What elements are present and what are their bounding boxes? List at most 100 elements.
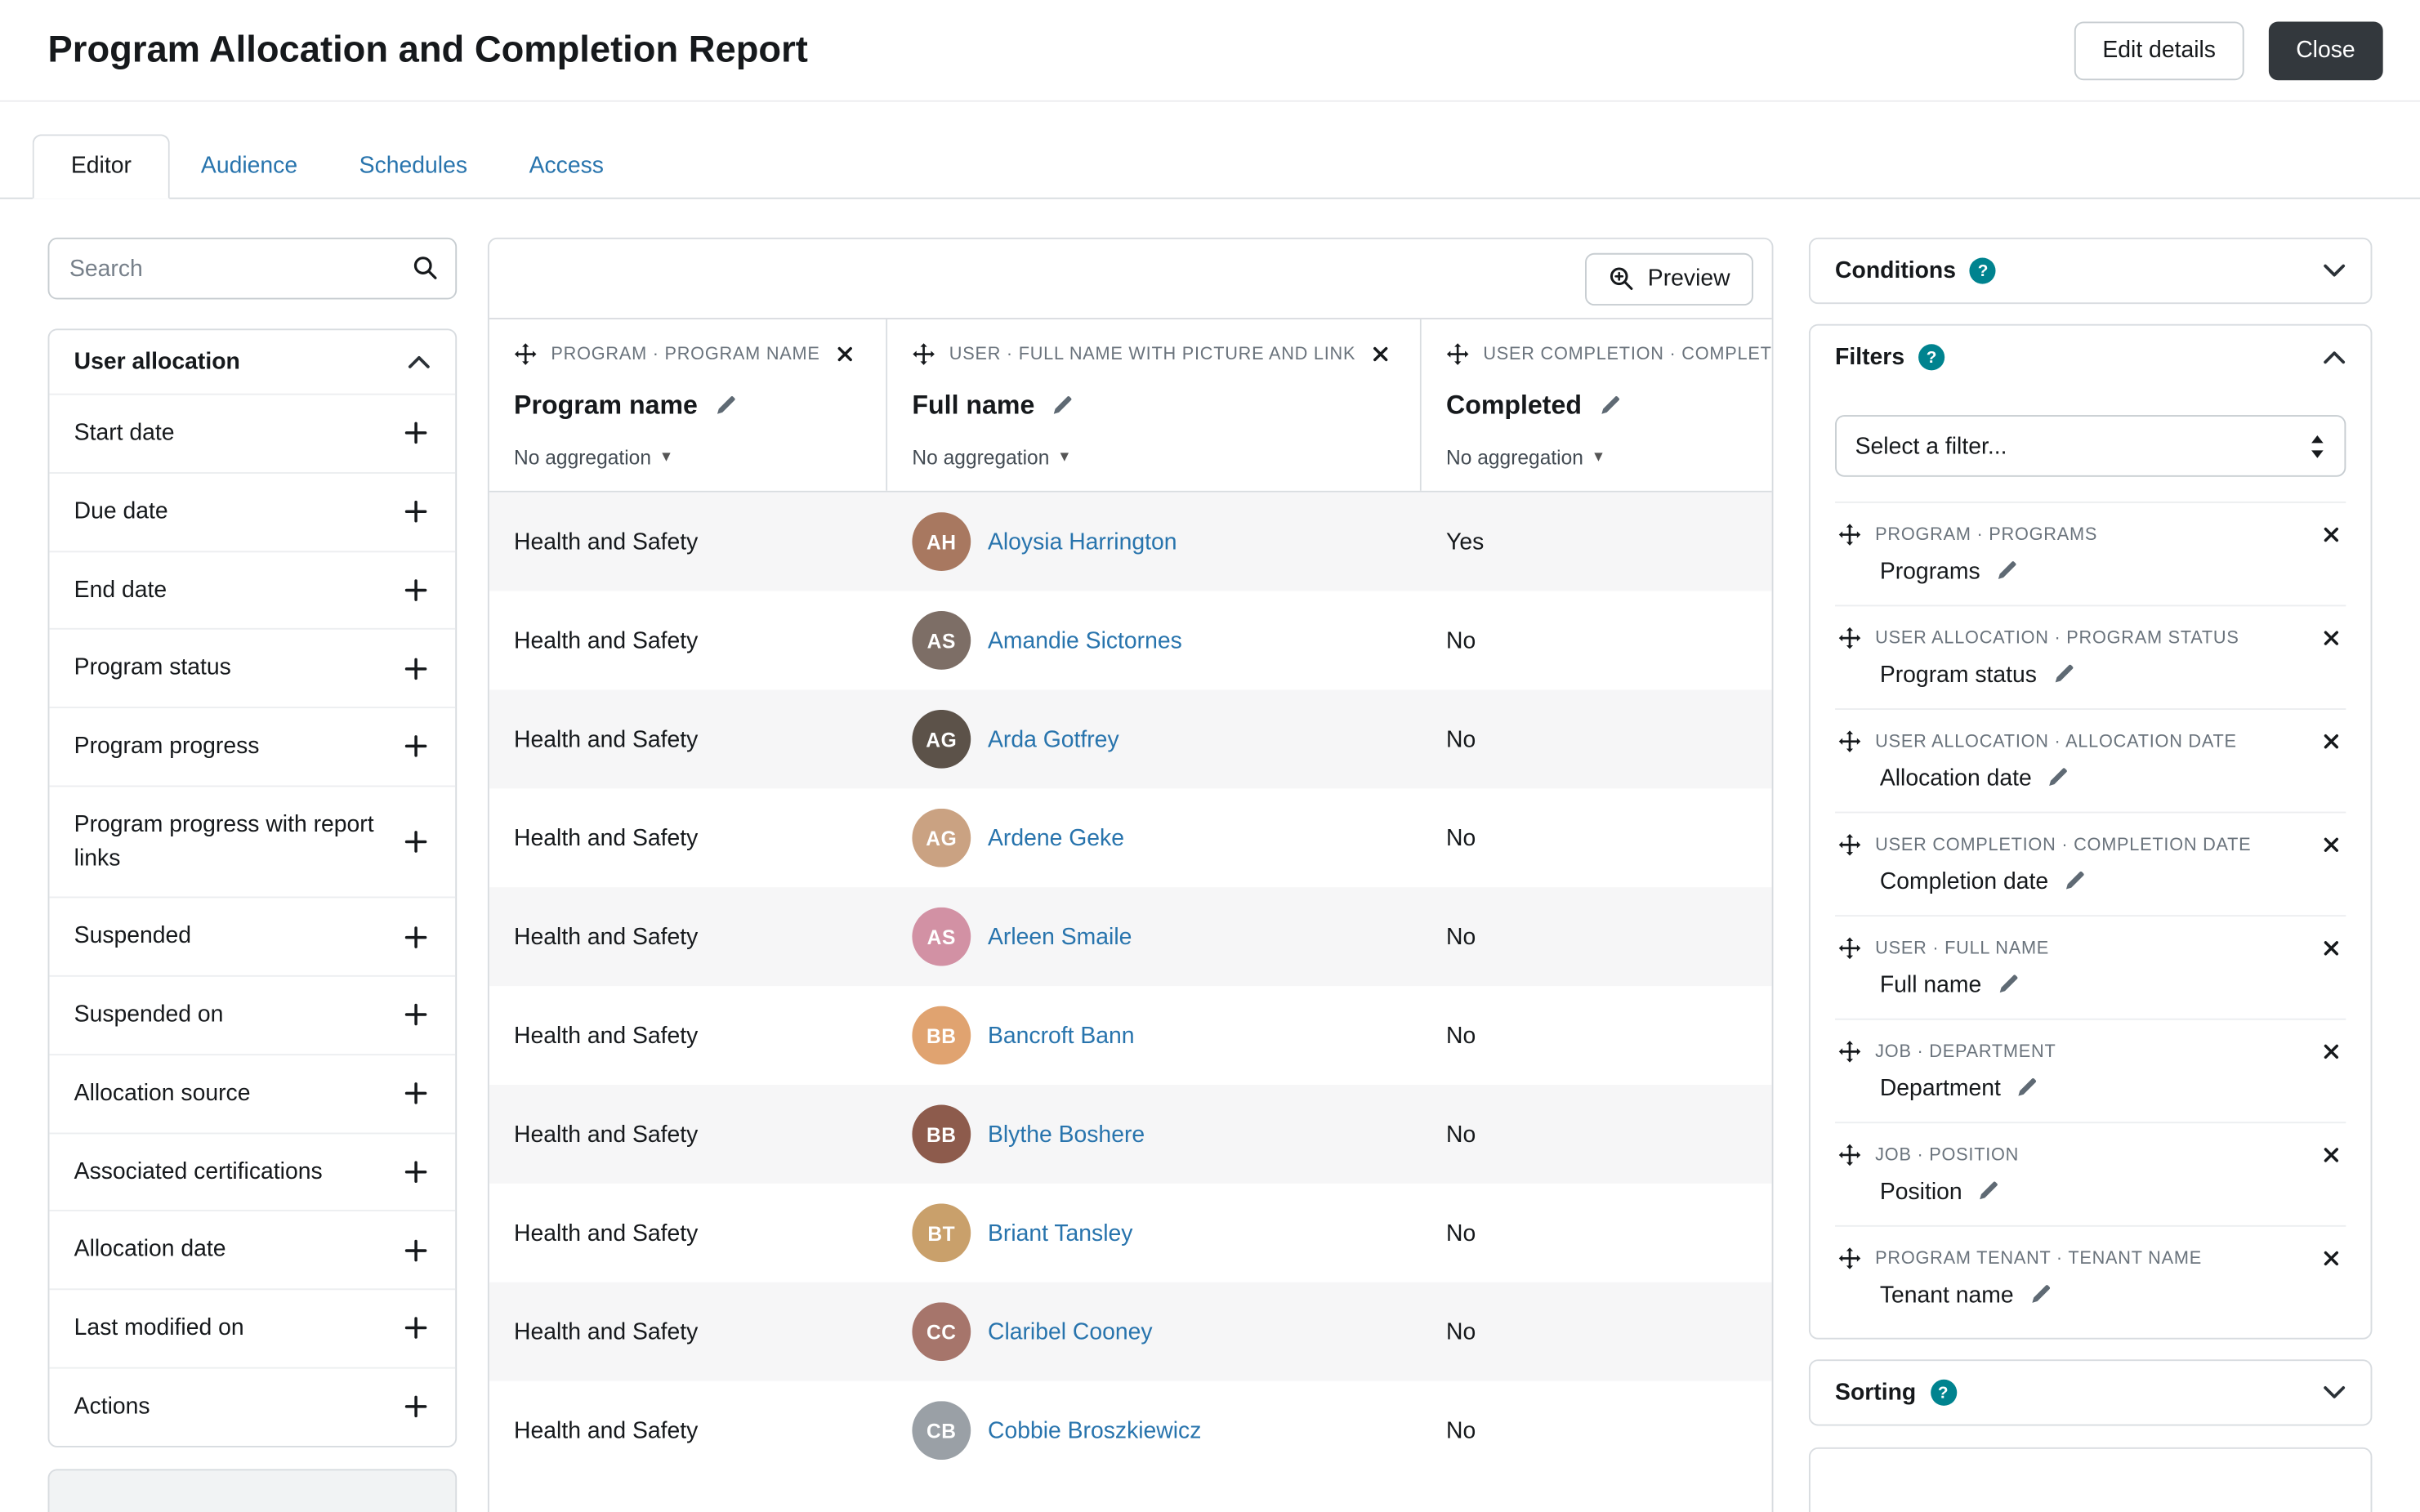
user-link[interactable]: Amandie Sictornes <box>987 627 1182 654</box>
edit-filter-icon[interactable] <box>2013 1074 2041 1102</box>
chevron-up-icon <box>2323 350 2346 364</box>
column-title: Full name <box>912 390 1035 420</box>
move-handle-icon[interactable] <box>1838 1247 1861 1269</box>
chevron-down-icon <box>2323 1385 2346 1399</box>
move-handle-icon[interactable] <box>1838 1144 1861 1166</box>
move-handle-icon[interactable] <box>514 342 537 365</box>
edit-column-icon[interactable] <box>712 392 739 420</box>
move-handle-icon[interactable] <box>1838 1040 1861 1063</box>
remove-column-button[interactable] <box>834 342 857 365</box>
content-area: User allocation Start date Due date End … <box>0 199 2420 1512</box>
move-handle-icon[interactable] <box>1838 627 1861 649</box>
edit-filter-icon[interactable] <box>2026 1281 2054 1309</box>
filters-panel-header[interactable]: Filters ? <box>1811 326 2371 389</box>
add-field-button[interactable] <box>401 1157 431 1187</box>
aggregation-dropdown[interactable]: No aggregation ▾ <box>514 446 864 469</box>
user-allocation-panel-header[interactable]: User allocation <box>49 330 455 393</box>
aggregation-dropdown[interactable]: No aggregation ▾ <box>1446 445 1772 470</box>
user-link[interactable]: Claribel Cooney <box>987 1318 1153 1345</box>
remove-filter-button[interactable] <box>2320 833 2342 856</box>
plus-icon <box>404 925 427 948</box>
add-field-button[interactable] <box>401 497 431 527</box>
edit-details-button[interactable]: Edit details <box>2074 20 2244 80</box>
conditions-panel-header[interactable]: Conditions ? <box>1811 239 2371 302</box>
field-item-suspended-on: Suspended on <box>49 975 456 1054</box>
field-list: Start date Due date End date Program sta… <box>49 393 456 1445</box>
user-link[interactable]: Ardene Geke <box>987 824 1124 851</box>
user-link[interactable]: Aloysia Harrington <box>987 528 1177 555</box>
field-item-label: Suspended <box>74 923 192 950</box>
edit-column-icon[interactable] <box>1048 392 1076 420</box>
field-item-label: Due date <box>74 497 168 524</box>
move-handle-icon[interactable] <box>1838 730 1861 753</box>
user-link[interactable]: Arleen Smaile <box>987 923 1132 950</box>
sorting-panel-header[interactable]: Sorting ? <box>1811 1361 2371 1424</box>
column-header-program-name: PROGRAM · PROGRAM NAME Program name No a… <box>489 319 888 491</box>
move-handle-icon[interactable] <box>912 342 935 365</box>
table-row: Health and Safety BB Bancroft Bann No <box>489 986 1772 1085</box>
remove-filter-button[interactable] <box>2320 1247 2342 1269</box>
help-icon[interactable]: ? <box>1930 1379 1957 1406</box>
remove-column-button[interactable] <box>1369 342 1392 365</box>
help-icon[interactable]: ? <box>1918 344 1945 371</box>
remove-filter-button[interactable] <box>2320 937 2342 960</box>
tab-audience[interactable]: Audience <box>200 153 298 180</box>
remove-filter-button[interactable] <box>2320 523 2342 546</box>
user-link[interactable]: Blythe Boshere <box>987 1121 1145 1148</box>
field-item-label: Allocation date <box>74 1236 226 1263</box>
help-icon[interactable]: ? <box>1970 257 1997 284</box>
avatar: BT <box>912 1203 971 1263</box>
user-link[interactable]: Briant Tansley <box>987 1220 1133 1247</box>
cell-program-name: Health and Safety <box>514 1220 699 1247</box>
sorting-panel: Sorting ? <box>1808 1359 2373 1426</box>
add-field-button[interactable] <box>401 419 431 448</box>
filter-source-label: JOB · DEPARTMENT <box>1875 1042 2056 1061</box>
remove-filter-button[interactable] <box>2320 627 2342 649</box>
cell-program-name: Health and Safety <box>514 1417 699 1444</box>
add-field-button[interactable] <box>401 575 431 604</box>
search-input[interactable] <box>47 237 458 300</box>
remove-filter-button[interactable] <box>2320 1040 2342 1063</box>
add-field-button[interactable] <box>401 653 431 683</box>
add-field-button[interactable] <box>401 1314 431 1343</box>
move-handle-icon[interactable] <box>1838 937 1861 960</box>
cell-full-name: BB Blythe Boshere <box>887 1104 1422 1164</box>
add-field-button[interactable] <box>401 732 431 761</box>
edit-filter-icon[interactable] <box>1975 1177 2003 1205</box>
move-handle-icon[interactable] <box>1838 833 1861 856</box>
move-handle-icon[interactable] <box>1446 342 1469 365</box>
edit-filter-icon[interactable] <box>1994 970 2021 998</box>
move-handle-icon[interactable] <box>1838 523 1861 546</box>
remove-filter-button[interactable] <box>2320 730 2342 753</box>
edit-column-icon[interactable] <box>1596 392 1623 420</box>
remove-filter-button[interactable] <box>2320 1144 2342 1166</box>
filter-item-position: JOB · POSITION Position <box>1835 1122 2346 1225</box>
edit-filter-icon[interactable] <box>2044 764 2072 792</box>
user-link[interactable]: Cobbie Broszkiewicz <box>987 1417 1202 1444</box>
filter-select[interactable]: Select a filter... <box>1835 415 2346 477</box>
aggregation-dropdown[interactable]: No aggregation ▾ <box>912 446 1398 469</box>
tab-schedules[interactable]: Schedules <box>359 153 468 180</box>
aggregation-label: No aggregation <box>1446 445 1583 470</box>
close-button[interactable]: Close <box>2268 20 2383 80</box>
preview-button[interactable]: Preview <box>1584 252 1753 306</box>
edit-filter-icon[interactable] <box>2061 868 2088 895</box>
user-link[interactable]: Arda Gotfrey <box>987 725 1119 752</box>
add-field-button[interactable] <box>401 1235 431 1264</box>
panel-title: User allocation <box>74 348 240 376</box>
add-field-button[interactable] <box>401 1392 431 1421</box>
filter-list: PROGRAM · PROGRAMS Programs USER ALLOCAT… <box>1835 501 2346 1329</box>
tab-access[interactable]: Access <box>529 153 604 180</box>
user-link[interactable]: Bancroft Bann <box>987 1022 1135 1049</box>
add-field-button[interactable] <box>401 827 431 857</box>
edit-filter-icon[interactable] <box>2049 661 2077 689</box>
plus-icon <box>404 1004 427 1027</box>
tab-editor[interactable]: Editor <box>32 134 171 199</box>
add-field-button[interactable] <box>401 922 431 952</box>
edit-filter-icon[interactable] <box>1993 557 2020 585</box>
add-field-button[interactable] <box>401 1001 431 1030</box>
add-field-button[interactable] <box>401 1079 431 1108</box>
search-icon <box>412 255 438 281</box>
cell-full-name: AG Arda Gotfrey <box>887 709 1422 769</box>
